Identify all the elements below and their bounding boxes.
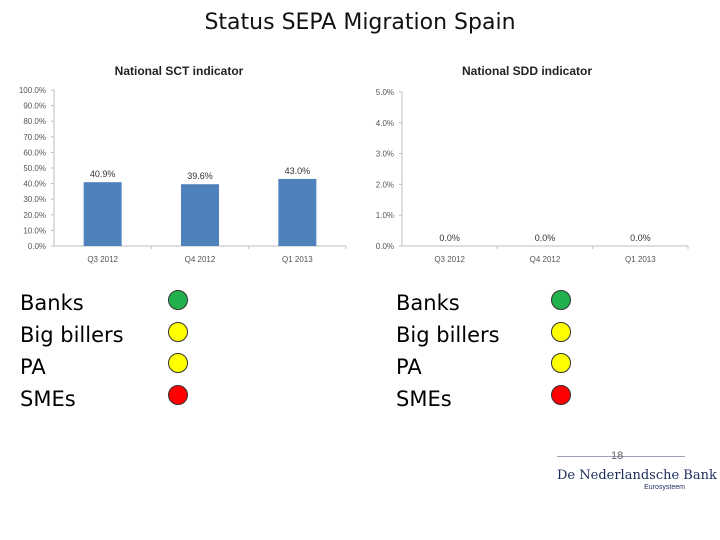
logo-name: De Nederlandsche Bank xyxy=(557,468,717,483)
y-tick-label: 90.0% xyxy=(23,102,46,111)
y-tick-label: 20.0% xyxy=(23,211,46,220)
legend-label-banks: Banks xyxy=(396,291,460,315)
sdd-chart-svg: 0.0% 1.0% 2.0% 3.0% 4.0% 5.0% 0.0% Q3 2012 0.0% Q… xyxy=(376,88,689,264)
y-tick-label: 70.0% xyxy=(23,133,46,142)
x-tick-label: Q4 2012 xyxy=(185,255,216,264)
slide-title: Status SEPA Migration Spain xyxy=(204,10,516,35)
x-tick-label: Q3 2012 xyxy=(434,255,465,264)
legend-label-big-billers: Big billers xyxy=(20,323,124,347)
y-tick-label: 100.0% xyxy=(19,86,46,95)
x-tick-label: Q1 2013 xyxy=(282,255,313,264)
bar-data-label: 43.0% xyxy=(285,166,311,176)
legend-label-banks: Banks xyxy=(20,291,84,315)
x-tick-label: Q3 2012 xyxy=(87,255,118,264)
x-tick-label: Q1 2013 xyxy=(625,255,656,264)
bar xyxy=(278,178,317,246)
dnb-logo: De Nederlandsche Bank Eurosysteem xyxy=(557,468,717,491)
logo-subtitle: Eurosysteem xyxy=(644,484,685,491)
status-light-red xyxy=(551,384,571,405)
y-tick-label: 50.0% xyxy=(23,164,46,173)
status-light-yellow xyxy=(551,353,571,373)
footer-divider xyxy=(557,456,685,457)
y-tick-label: 5.0% xyxy=(376,88,394,97)
sdd-chart: National SDD indicator 0.0% 1.0% 2.0% 3.0% 4… xyxy=(362,60,692,270)
status-light-red xyxy=(168,384,188,405)
y-tick-label: 2.0% xyxy=(376,180,394,189)
status-light-green xyxy=(551,290,571,310)
legend-label-smes: SMEs xyxy=(396,387,452,411)
status-legend-left: Banks Big billers PA SMEs xyxy=(20,287,124,415)
bar-data-label: 0.0% xyxy=(439,233,460,243)
status-light-yellow xyxy=(168,321,188,342)
bar-data-label: 39.6% xyxy=(187,171,213,181)
sct-chart-svg: 0.0% 10.0% 20.0% 30.0% 40.0% 50.0% 60.0% 70.0% 8… xyxy=(19,86,347,264)
sct-chart: National SCT indicator 0.0% 10.0% 20.0% 30.… xyxy=(8,60,350,270)
y-tick-label: 3.0% xyxy=(376,150,394,159)
y-tick-label: 4.0% xyxy=(376,119,394,128)
y-tick-label: 10.0% xyxy=(23,226,46,235)
status-light-yellow xyxy=(551,321,571,342)
y-tick-label: 0.0% xyxy=(376,242,394,251)
y-tick-label: 0.0% xyxy=(28,242,46,251)
bar xyxy=(181,184,219,246)
page-number: 18 xyxy=(611,450,624,462)
bar-data-label: 0.0% xyxy=(630,233,651,243)
bar-data-label: 40.9% xyxy=(90,169,116,179)
status-legend-right: Banks Big billers PA SMEs xyxy=(396,287,500,415)
status-light-green xyxy=(168,290,188,310)
y-tick-label: 60.0% xyxy=(23,148,46,157)
bar-data-label: 0.0% xyxy=(535,233,556,243)
y-tick-label: 80.0% xyxy=(23,117,46,126)
y-tick-label: 30.0% xyxy=(23,195,46,204)
y-tick-label: 1.0% xyxy=(376,211,394,220)
y-tick-label: 40.0% xyxy=(23,180,46,189)
status-light-yellow xyxy=(168,353,188,373)
legend-label-big-billers: Big billers xyxy=(396,323,500,347)
legend-label-pa: PA xyxy=(20,355,46,379)
legend-label-pa: PA xyxy=(396,355,422,379)
legend-label-smes: SMEs xyxy=(20,387,76,411)
bar xyxy=(83,182,122,246)
x-tick-label: Q4 2012 xyxy=(530,255,561,264)
sdd-chart-title: National SDD indicator xyxy=(461,64,592,78)
sct-chart-title: National SCT indicator xyxy=(114,64,244,78)
